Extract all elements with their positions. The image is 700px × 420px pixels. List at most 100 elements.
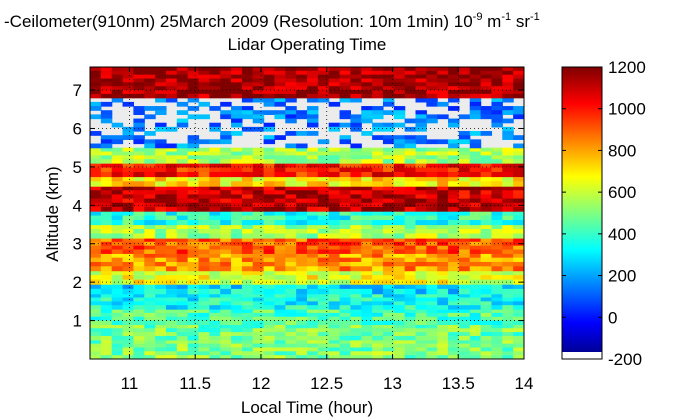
heatmap-cell — [296, 249, 308, 254]
heatmap-cell — [317, 343, 330, 349]
heatmap-cell — [350, 332, 362, 337]
heatmap-cell — [274, 253, 286, 259]
heatmap-cell — [241, 316, 254, 322]
heatmap-cell — [458, 324, 471, 329]
heatmap-cell — [209, 293, 221, 299]
heatmap-cell — [100, 167, 113, 173]
heatmap-cell — [231, 176, 243, 182]
heatmap-cell — [111, 229, 124, 235]
heatmap-cell — [187, 229, 200, 235]
heatmap-cell — [513, 167, 524, 173]
heatmap-cell — [372, 309, 384, 314]
heatmap-cell — [100, 266, 113, 272]
heatmap-cell — [111, 332, 124, 337]
heatmap-cell — [133, 93, 145, 99]
heatmap-cell — [122, 245, 134, 251]
heatmap-cell — [155, 332, 167, 337]
heatmap-cell — [274, 284, 286, 290]
heatmap-cell — [100, 288, 113, 295]
heatmap-cell — [144, 151, 156, 156]
heatmap-cell — [296, 131, 308, 136]
heatmap-cell — [372, 147, 384, 153]
heatmap-cell — [274, 355, 286, 359]
heatmap-cell — [339, 245, 351, 251]
heatmap-cell — [426, 151, 438, 156]
heatmap-cell — [263, 332, 276, 337]
heatmap-cell — [404, 151, 417, 156]
heatmap-cell — [231, 194, 243, 200]
heatmap-cell — [100, 211, 113, 217]
heatmap-cell — [458, 270, 471, 276]
heatmap-cell — [415, 266, 427, 272]
heatmap-cell — [448, 233, 460, 239]
heatmap-cell — [404, 139, 417, 145]
heatmap-cell — [361, 343, 373, 349]
heatmap-cell — [382, 332, 395, 337]
heatmap-cell — [155, 351, 167, 356]
heatmap-cell — [513, 266, 524, 272]
heatmap-cell — [100, 220, 113, 226]
heatmap-cell — [491, 186, 503, 191]
heatmap-cell — [100, 159, 113, 164]
heatmap-cell — [90, 297, 102, 302]
heatmap-cell — [372, 110, 384, 115]
heatmap-cell — [350, 279, 362, 285]
heatmap-cell — [111, 328, 124, 333]
heatmap-cell — [480, 67, 493, 72]
heatmap-cell — [296, 339, 308, 345]
heatmap-cell — [502, 245, 514, 251]
heatmap-cell — [220, 316, 232, 322]
heatmap-cell — [372, 224, 384, 230]
heatmap-cell — [426, 190, 438, 196]
heatmap-cell — [502, 202, 514, 208]
heatmap-cell — [165, 312, 178, 318]
heatmap-cell — [90, 93, 102, 99]
heatmap-cell — [133, 172, 145, 178]
heatmap-cell — [176, 190, 189, 196]
heatmap-cell — [480, 155, 493, 160]
heatmap-cell — [513, 316, 524, 322]
heatmap-cell — [328, 343, 341, 349]
heatmap-cell — [350, 249, 362, 254]
heatmap-cell — [252, 233, 265, 239]
heatmap-layers — [90, 67, 524, 359]
heatmap-cell — [252, 261, 265, 267]
heatmap-cell — [480, 332, 493, 337]
heatmap-cell — [111, 312, 124, 318]
heatmap-cell — [100, 347, 113, 352]
heatmap-cell — [155, 224, 167, 230]
heatmap-cell — [372, 126, 384, 132]
heatmap-cell — [469, 176, 482, 182]
heatmap-cell — [165, 220, 178, 226]
heatmap-cell — [155, 293, 167, 299]
heatmap-cell — [111, 343, 124, 349]
heatmap-cell — [144, 163, 156, 169]
heatmap-cell — [448, 301, 460, 306]
heatmap-cell — [480, 297, 493, 302]
heatmap-cell — [187, 312, 200, 318]
heatmap-cell — [307, 275, 319, 281]
heatmap-cell — [415, 275, 427, 281]
heatmap-cell — [382, 155, 395, 160]
heatmap-cell — [220, 172, 232, 178]
heatmap-cell — [339, 215, 351, 221]
heatmap-cell — [339, 155, 351, 160]
heatmap-cell — [90, 237, 102, 243]
heatmap-cell — [241, 155, 254, 160]
heatmap-cell — [393, 202, 406, 208]
heatmap-cell — [165, 194, 178, 200]
heatmap-cell — [155, 172, 167, 178]
heatmap-cell — [339, 190, 351, 196]
heatmap-cell — [339, 335, 351, 341]
heatmap-cell — [187, 335, 200, 341]
heatmap-cell — [339, 90, 351, 95]
x-tick-label: 11 — [121, 374, 139, 393]
heatmap-cell — [404, 74, 417, 80]
heatmap-cell — [328, 159, 341, 164]
heatmap-cell — [513, 194, 524, 200]
heatmap-cell — [513, 181, 524, 187]
heatmap-cell — [111, 176, 124, 182]
heatmap-cell — [448, 312, 460, 318]
heatmap-cell — [361, 155, 373, 160]
